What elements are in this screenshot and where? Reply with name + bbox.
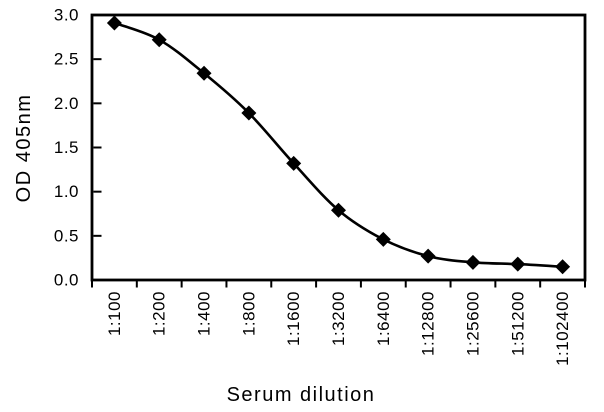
data-point-marker [331,202,346,218]
y-tick-label: 3.0 [54,6,79,25]
data-series-line [113,21,563,269]
y-tick-label: 0.0 [54,271,79,290]
x-tick-label: 1:1600 [284,291,303,346]
y-tick-label: 2.5 [54,50,79,69]
data-point-marker [555,259,571,275]
plot-frame [90,13,587,282]
x-tick-label: 1:102400 [553,291,572,366]
x-tick-label: 1:800 [239,291,258,336]
data-point-marker [106,15,122,31]
x-axis-tick-labels: 1:100 1:200 1:400 1:800 1:1600 1:3200 1:6400 1:… [105,291,572,366]
data-point-marker [151,32,167,48]
data-point-marker [196,65,212,81]
y-tick-label: 2.0 [54,94,79,113]
y-axis-title: OD 405nm [13,94,35,203]
x-axis-title: Serum dilution [227,384,376,406]
y-tick-label: 0.5 [54,226,79,245]
data-point-markers [106,15,571,275]
x-tick-label: 1:400 [195,291,214,336]
y-tick-label: 1.0 [54,182,79,201]
y-axis-ticks [93,58,102,237]
x-tick-label: 1:51200 [508,291,527,356]
x-tick-label: 1:200 [150,291,169,336]
data-point-marker [465,254,481,270]
x-tick-label: 1:12800 [419,291,438,356]
y-tick-label: 1.5 [54,138,79,157]
data-point-marker [510,256,526,272]
data-point-marker [241,105,257,121]
data-point-marker [286,155,302,171]
data-point-marker [375,231,391,247]
x-tick-label: 1:100 [105,291,124,336]
x-tick-label: 1:25600 [463,291,482,356]
x-tick-label: 1:6400 [374,291,393,346]
x-tick-label: 1:3200 [329,291,348,346]
x-axis-ticks [91,280,586,288]
y-axis-tick-labels: 0.0 0.5 1.0 1.5 2.0 2.5 3.0 [54,6,79,290]
data-point-marker [420,248,436,264]
